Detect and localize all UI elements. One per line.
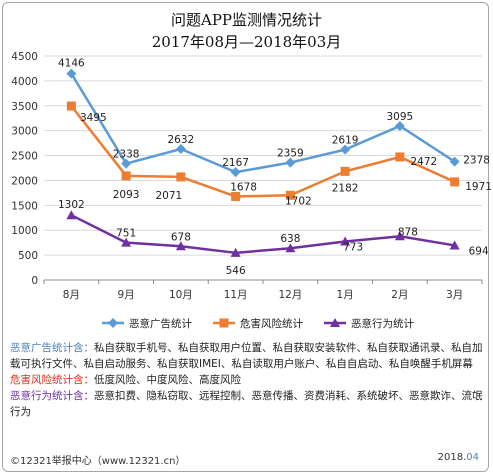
data-point — [285, 157, 296, 168]
x-tick-label: 2月 — [391, 289, 408, 301]
footer-source: ©12321举报中心（www.12321.cn） — [10, 456, 186, 467]
data-labels: 4146 2338 2632 2167 2359 2619 3095 2378 3495 2093… — [58, 58, 492, 277]
data-label: 1702 — [285, 195, 312, 207]
notes-block: 恶意广告统计含：私自获取手机号、私自获取用户位置、私自获取安装软件、私自获取通讯… — [10, 340, 485, 420]
x-tick-label: 1月 — [337, 289, 354, 301]
data-label: 2632 — [168, 134, 195, 146]
data-label: 2167 — [222, 157, 249, 169]
data-point — [340, 236, 351, 246]
note-ad-text: 私自获取手机号、私自获取用户位置、私自获取安装软件、私自获取通讯录、私自加载可执… — [10, 342, 483, 370]
series-line-3 — [70, 214, 455, 255]
data-label: 3495 — [80, 112, 107, 124]
data-label: 2619 — [332, 135, 359, 147]
note-behavior: 恶意行为统计含：恶意扣费、隐私窃取、远程控制、恶意传播、资费消耗、系统破坏、恶意… — [10, 388, 485, 420]
chart-subtitle: 2017年08月—2018年03月 — [151, 33, 342, 51]
legend: 恶意广告统计 危害风险统计 恶意行为统计 — [102, 317, 414, 330]
data-point — [66, 101, 76, 111]
note-risk: 危害风险统计含：低度风险、中度风险、高度风险 — [10, 372, 485, 388]
data-point — [340, 166, 350, 176]
note-behavior-text: 恶意扣费、隐私窃取、远程控制、恶意传播、资费消耗、系统破坏、恶意欺诈、流氓行为 — [10, 390, 483, 418]
data-point — [340, 144, 351, 155]
data-label: 2359 — [277, 148, 304, 160]
x-tick-label: 12月 — [278, 289, 302, 301]
data-point — [66, 210, 77, 220]
data-label: 1302 — [58, 199, 85, 211]
data-label: 694 — [469, 245, 489, 257]
data-label: 546 — [226, 265, 246, 277]
data-point — [394, 231, 405, 241]
data-point — [450, 177, 460, 187]
data-label: 4146 — [58, 58, 85, 70]
data-label: 1971 — [465, 181, 492, 193]
data-label: 2182 — [332, 182, 359, 194]
data-label: 678 — [171, 231, 191, 243]
y-tick-label: 2000 — [11, 175, 38, 187]
grid-lines — [44, 55, 482, 281]
data-point — [449, 240, 460, 250]
note-behavior-label: 恶意行为统计含： — [10, 390, 94, 402]
data-point — [121, 171, 131, 181]
legend-label: 恶意广告统计 — [129, 317, 192, 330]
footer-date-year: 2018. — [437, 452, 467, 463]
footer-date-month: 04 — [466, 452, 479, 463]
y-tick-label: 500 — [18, 250, 38, 262]
series-line-2 — [70, 105, 456, 198]
line-chart: 0 500 1000 1500 2000 2500 3000 3500 4000 4500 8月 9… — [11, 51, 492, 330]
legend-marker — [330, 318, 340, 327]
x-axis: 8月 9月 10月 11月 12月 1月 2月 3月 — [43, 280, 483, 301]
note-risk-text: 低度风险、中度风险、高度风险 — [94, 374, 241, 386]
y-tick-label: 4500 — [11, 51, 38, 63]
legend-label: 危害风险统计 — [240, 317, 303, 330]
data-label: 878 — [398, 226, 418, 238]
footer-date: 2018.04 — [438, 452, 479, 463]
data-point — [230, 167, 241, 178]
data-label: 2378 — [463, 155, 490, 167]
y-tick-label: 2500 — [11, 151, 38, 163]
data-label: 2338 — [113, 149, 140, 161]
data-point — [176, 172, 186, 182]
data-label: 751 — [116, 228, 136, 240]
series-group — [66, 68, 460, 257]
x-tick-label: 8月 — [63, 289, 80, 301]
legend-marker — [219, 318, 229, 328]
x-tick-label: 10月 — [169, 289, 193, 301]
data-label: 2093 — [113, 189, 140, 201]
data-point — [285, 190, 295, 200]
data-point — [66, 68, 77, 79]
y-tick-label: 4000 — [11, 76, 38, 88]
x-tick-label: 9月 — [118, 289, 135, 301]
chart-title: 问题APP监测情况统计 — [170, 11, 323, 29]
data-label: 773 — [343, 242, 363, 254]
data-point — [175, 143, 186, 154]
series-line-1 — [70, 72, 456, 174]
data-label: 2472 — [411, 156, 438, 168]
data-label: 1678 — [230, 181, 257, 193]
note-risk-label: 危害风险统计含： — [10, 374, 94, 386]
data-point — [285, 243, 296, 253]
x-tick-label: 3月 — [446, 289, 463, 301]
y-tick-label: 3500 — [11, 101, 38, 113]
y-tick-label: 3000 — [11, 126, 38, 138]
data-point — [395, 152, 405, 162]
data-point — [175, 241, 186, 251]
data-point — [230, 247, 241, 257]
data-label: 2071 — [156, 190, 183, 202]
data-point — [449, 156, 460, 167]
x-tick-label: 11月 — [224, 289, 248, 301]
note-ad-label: 恶意广告统计含： — [10, 342, 94, 354]
legend-marker — [108, 318, 118, 328]
data-point — [394, 120, 405, 131]
data-point — [231, 191, 241, 201]
data-label: 3095 — [387, 111, 414, 123]
y-tick-label: 1000 — [11, 225, 38, 237]
data-point — [121, 158, 132, 169]
note-ad: 恶意广告统计含：私自获取手机号、私自获取用户位置、私自获取安装软件、私自获取通讯… — [10, 340, 485, 372]
y-tick-label: 1500 — [11, 200, 38, 212]
data-label: 638 — [280, 233, 300, 245]
data-point — [121, 237, 132, 247]
legend-label: 恶意行为统计 — [351, 317, 414, 330]
y-axis: 0 500 1000 1500 2000 2500 3000 3500 4000 4500 — [11, 51, 38, 287]
y-tick-label: 0 — [31, 275, 38, 287]
